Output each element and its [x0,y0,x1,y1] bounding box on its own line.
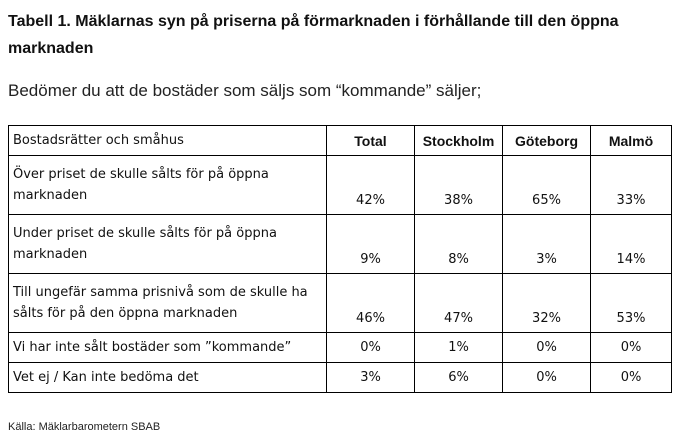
cell-stockholm: 38% [414,155,503,215]
table-row: Under priset de skulle sålts för på öppn… [8,214,672,274]
cell-stockholm: 47% [414,273,503,333]
table-row: Vi har inte sålt bostäder som ”kommande”… [8,332,672,363]
cell-goteborg: 65% [502,155,591,215]
cell-malmo: 14% [590,214,672,274]
column-header-stockholm: Stockholm [414,125,503,156]
cell-malmo: 33% [590,155,672,215]
cell-stockholm: 6% [414,362,503,393]
column-header-total: Total [326,125,415,156]
cell-total: 42% [326,155,415,215]
cell-total: 46% [326,273,415,333]
row-label: Till ungefär samma prisnivå som de skull… [8,273,327,333]
results-table: Bostadsrätter och småhus Total Stockholm… [8,125,672,393]
cell-goteborg: 0% [502,362,591,393]
cell-stockholm: 8% [414,214,503,274]
survey-question: Bedömer du att de bostäder som säljs som… [8,81,482,100]
column-header-malmo: Malmö [590,125,672,156]
cell-total: 9% [326,214,415,274]
cell-malmo: 53% [590,273,672,333]
header-row: Bostadsrätter och småhus Total Stockholm… [8,125,672,156]
cell-goteborg: 0% [502,332,591,363]
table-row: Över priset de skulle sålts för på öppna… [8,155,672,215]
cell-goteborg: 32% [502,273,591,333]
row-label: Vi har inte sålt bostäder som ”kommande” [8,332,327,363]
row-label: Vet ej / Kan inte bedöma det [8,362,327,393]
table-row: Vet ej / Kan inte bedöma det 3% 6% 0% 0% [8,362,672,393]
cell-stockholm: 1% [414,332,503,363]
cell-total: 3% [326,362,415,393]
table-title: Tabell 1. Mäklarnas syn på priserna på f… [8,13,619,57]
cell-malmo: 0% [590,332,672,363]
source-note: Källa: Mäklarbarometern SBAB [8,421,161,433]
row-label: Under priset de skulle sålts för på öppn… [8,214,327,274]
row-label: Över priset de skulle sålts för på öppna… [8,155,327,215]
table-row: Till ungefär samma prisnivå som de skull… [8,273,672,333]
cell-total: 0% [326,332,415,363]
cell-malmo: 0% [590,362,672,393]
column-header-category: Bostadsrätter och småhus [8,125,327,156]
column-header-goteborg: Göteborg [502,125,591,156]
cell-goteborg: 3% [502,214,591,274]
